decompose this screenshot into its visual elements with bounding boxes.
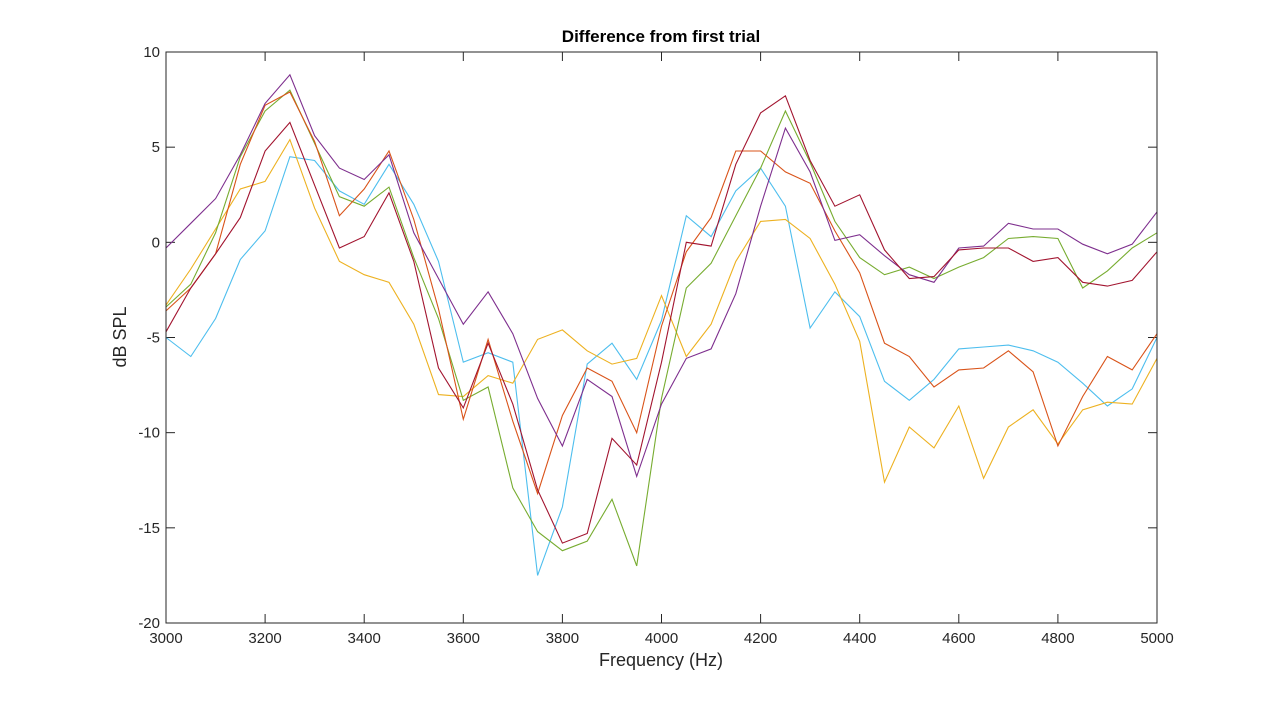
series-group (165, 73, 1158, 576)
x-tick-label: 4400 (843, 630, 876, 647)
y-axis-label: dB SPL (110, 306, 130, 367)
x-tick-label: 3400 (348, 630, 381, 647)
series-line-5 (165, 73, 1158, 479)
y-tick-label: -20 (138, 615, 160, 632)
y-tick-label: -5 (147, 330, 160, 347)
y-tick-label: 0 (152, 234, 160, 251)
series-line-4 (165, 91, 1158, 496)
y-tick-label: 10 (143, 44, 160, 61)
axis-ticks: 3000 3200 3400 3600 3800 4000 4200 4400 4600 4800… (138, 44, 1173, 647)
x-tick-label: 3200 (248, 630, 281, 647)
series-line-3 (165, 89, 1158, 567)
series-line-6 (165, 94, 1158, 544)
y-tick-label: -15 (138, 520, 160, 537)
x-tick-label: 4800 (1041, 630, 1074, 647)
x-tick-label: 4000 (645, 630, 678, 647)
y-tick-label: 5 (152, 139, 160, 156)
x-tick-label: 3800 (546, 630, 579, 647)
y-tick-label: -10 (138, 425, 160, 442)
axes-box (165, 51, 1158, 624)
x-tick-label: 4600 (942, 630, 975, 647)
series-line-2 (165, 138, 1158, 485)
series-line-1 (165, 156, 1158, 576)
x-tick-label: 3600 (447, 630, 480, 647)
chart-title: Difference from first trial (562, 27, 760, 46)
x-tick-label: 5000 (1140, 630, 1173, 647)
x-tick-label: 4200 (744, 630, 777, 647)
x-tick-label: 3000 (149, 630, 182, 647)
x-axis-label: Frequency (Hz) (599, 650, 723, 670)
plot-area (166, 52, 1157, 623)
